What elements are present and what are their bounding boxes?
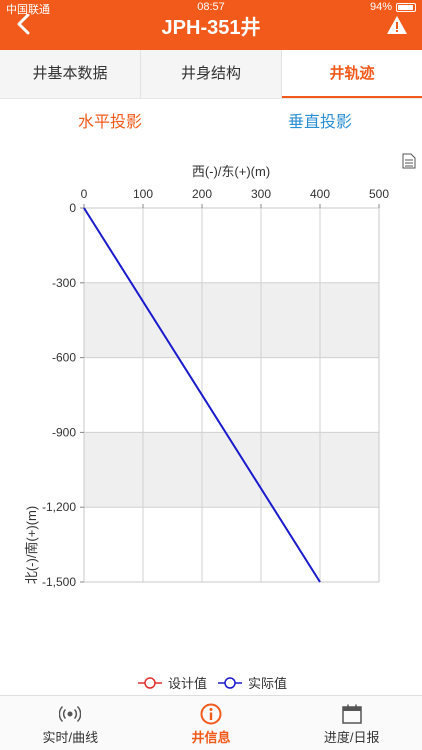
tab-well-trajectory[interactable]: 井轨迹	[282, 50, 422, 98]
y-tick-label: 0	[69, 201, 76, 215]
bottom-nav-label: 进度/日报	[323, 730, 380, 745]
bottom-nav: 实时/曲线 井信息 进度/日报	[0, 695, 422, 750]
y-tick-label: -600	[52, 351, 76, 365]
y-tick-label: -1,200	[42, 500, 76, 514]
broadcast-icon	[59, 705, 82, 723]
x-tick-label: 500	[369, 187, 389, 201]
x-tick-label: 200	[192, 187, 212, 201]
trajectory-chart: 0 100 200 300 400 500 0 -300 -600 -900 -1,200 -1,5…	[24, 164, 389, 691]
page-title: JPH-351井	[161, 17, 261, 39]
bottom-nav-well-info[interactable]: 井信息	[141, 696, 282, 750]
status-time: 08:57	[197, 1, 225, 13]
x-tick-label: 0	[81, 187, 88, 201]
status-bar: 中国联通 08:57 94%	[0, 0, 422, 16]
info-icon	[200, 703, 222, 725]
bottom-nav-label: 实时/曲线	[42, 730, 99, 745]
grid-band	[84, 432, 379, 508]
calendar-icon	[341, 704, 362, 724]
chart-legend: 设计值 实际值	[138, 676, 287, 691]
legend-label-design: 设计值	[168, 676, 207, 691]
top-tabs: 井基本数据 井身结构 井轨迹	[0, 50, 422, 99]
bottom-nav-progress[interactable]: 进度/日报	[281, 696, 422, 750]
warning-icon[interactable]	[386, 14, 408, 36]
legend-marker-actual	[224, 677, 236, 689]
y-tick-label: -1,500	[42, 575, 76, 589]
back-icon[interactable]	[12, 10, 36, 38]
series-line-1	[83, 207, 321, 583]
legend-label-actual: 实际值	[248, 676, 287, 691]
plot-border	[83, 207, 380, 583]
plot-area	[84, 208, 379, 582]
x-tick-label: 100	[133, 187, 153, 201]
grid-band	[84, 282, 379, 358]
legend-marker-design	[144, 677, 156, 689]
projection-switch: 水平投影 垂直投影	[0, 100, 422, 136]
battery-percent: 94%	[369, 1, 392, 13]
battery-icon	[396, 3, 416, 12]
x-tick-label: 300	[251, 187, 271, 201]
tab-well-structure[interactable]: 井身结构	[141, 50, 282, 98]
y-tick-label: -300	[52, 276, 76, 290]
tab-basic-data[interactable]: 井基本数据	[0, 50, 141, 98]
horizontal-projection-button[interactable]: 水平投影	[78, 114, 143, 131]
bottom-nav-realtime[interactable]: 实时/曲线	[0, 696, 141, 750]
y-axis-label: 北(-)/南(+)(m)	[24, 506, 39, 584]
y-tick-label: -900	[52, 425, 76, 439]
bottom-nav-label: 井信息	[191, 730, 231, 745]
x-tick-label: 400	[310, 187, 330, 201]
carrier-label: 中国联通	[6, 4, 50, 16]
x-axis-label: 西(-)/东(+)(m)	[192, 164, 270, 179]
document-icon[interactable]	[402, 153, 416, 169]
vertical-projection-button[interactable]: 垂直投影	[288, 114, 353, 131]
